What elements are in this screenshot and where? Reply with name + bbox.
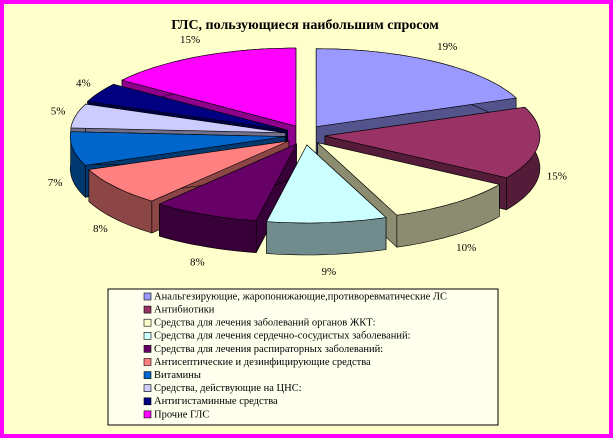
legend-label: Антисептические и дезинфицирующие средст… [154,357,371,368]
data-label: 15% [180,34,200,46]
legend-label: Антигистаминные средства [154,396,278,407]
slice-side [266,217,387,256]
data-label: 15% [547,171,567,183]
legend-swatch [143,371,152,379]
legend-label: Средства для лечения заболеваний органов… [154,318,376,329]
slice [315,48,517,128]
legend-swatch [143,292,152,301]
data-label: 5% [51,105,66,117]
legend-swatch [143,318,152,327]
data-label: 19% [437,41,457,53]
slice [70,103,286,134]
legend-swatch [143,305,152,314]
slice [266,144,387,224]
slice [88,140,289,202]
legend [107,288,499,426]
legend-label: Прочие ГЛС [154,409,209,420]
legend-swatch [143,397,152,406]
legend-label: Анальгезирующие, жаропонижающие,противор… [154,291,447,302]
data-label: 8% [190,256,205,268]
slice [69,131,286,166]
slice [121,47,297,127]
slice [86,83,288,131]
data-label: 7% [48,177,63,189]
slice [316,142,501,216]
slice [266,144,387,256]
legend-swatch [143,345,152,353]
slice [158,143,298,254]
data-label: 10% [456,242,476,254]
legend-label: Средства, действующие на ЦНС: [154,383,302,394]
legend-swatch [143,384,152,393]
data-label: 4% [76,77,91,89]
legend-label: Средства для лечения распираторных забол… [154,344,383,355]
slice [158,143,298,222]
legend-label: Витамины [154,370,201,381]
data-label: 9% [321,266,336,278]
legend-label: Антибиотики [154,305,215,316]
legend-swatch [143,331,152,340]
slice [324,106,541,179]
legend-swatch [143,410,152,419]
legend-label: Средства для лечения сердечно-сосудистых… [154,331,411,342]
data-label: 8% [93,223,108,235]
legend-swatch [143,358,152,366]
chart-title: ГЛС, пользующиеся наибольшим спросом [171,18,439,33]
